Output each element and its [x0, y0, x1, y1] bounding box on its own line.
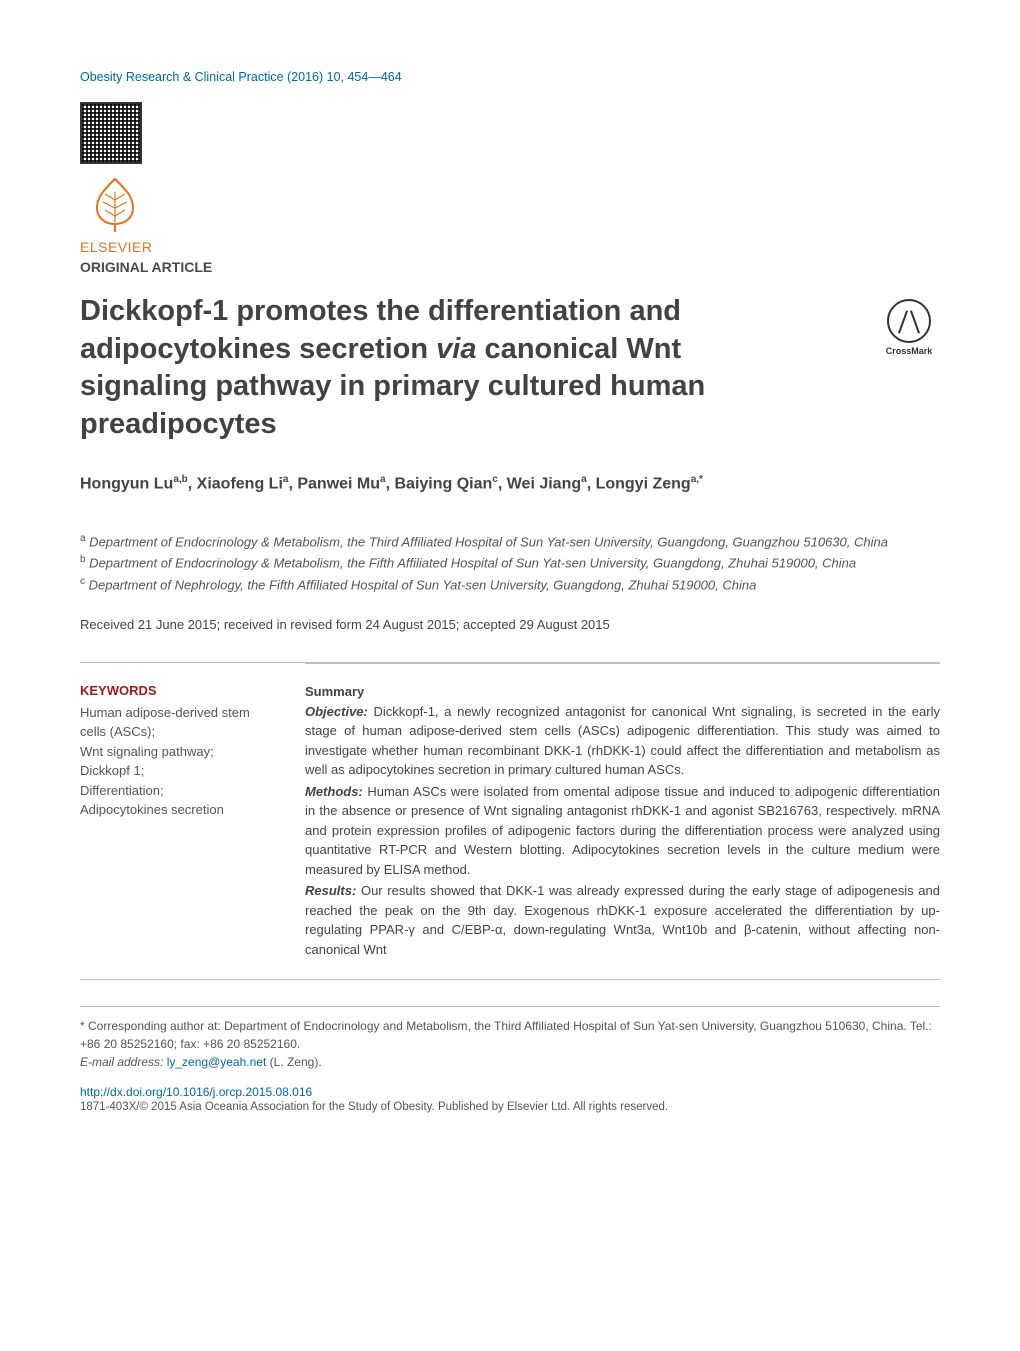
summary-methods: Methods: Human ASCs were isolated from o… [305, 782, 940, 880]
affiliation: b Department of Endocrinology & Metaboli… [80, 552, 940, 573]
methods-text: Human ASCs were isolated from omental ad… [305, 784, 940, 877]
keyword-item: Human adipose-derived stem cells (ASCs); [80, 703, 275, 742]
article-title: Dickkopf-1 promotes the differentiation … [80, 293, 780, 444]
email-suffix: (L. Zeng). [266, 1055, 321, 1069]
crossmark-badge[interactable]: CrossMark [878, 299, 940, 356]
crossmark-label: CrossMark [886, 346, 933, 356]
footnote-separator [80, 1006, 940, 1007]
email-line: E-mail address: ly_zeng@yeah.net (L. Zen… [80, 1053, 940, 1071]
brand-row [80, 102, 940, 164]
keyword-item: Adipocytokines secretion [80, 800, 275, 820]
summary-heading: Summary [305, 682, 940, 702]
summary-column: Summary Objective: Dickkopf-1, a newly r… [305, 663, 940, 961]
title-row: Dickkopf-1 promotes the differentiation … [80, 293, 940, 444]
publisher-block: ELSEVIER [80, 174, 150, 255]
publisher-label: ELSEVIER [80, 239, 150, 255]
affiliation: c Department of Nephrology, the Fifth Af… [80, 574, 940, 595]
email-link[interactable]: ly_zeng@yeah.net [167, 1055, 267, 1069]
summary-results: Results: Our results showed that DKK-1 w… [305, 881, 940, 959]
email-label: E-mail address: [80, 1055, 167, 1069]
keywords-column: KEYWORDS Human adipose-derived stem cell… [80, 681, 275, 961]
abstract-block: KEYWORDS Human adipose-derived stem cell… [80, 662, 940, 980]
doi-link[interactable]: http://dx.doi.org/10.1016/j.orcp.2015.08… [80, 1085, 940, 1099]
objective-text: Dickkopf-1, a newly recognized antagonis… [305, 704, 940, 778]
qr-code-icon [80, 102, 142, 164]
keywords-heading: KEYWORDS [80, 681, 275, 701]
keyword-item: Differentiation; [80, 781, 275, 801]
results-label: Results: [305, 883, 356, 898]
crossmark-icon [887, 299, 931, 343]
article-history: Received 21 June 2015; received in revis… [80, 617, 940, 632]
elsevier-tree-icon [85, 174, 145, 234]
journal-citation: Obesity Research & Clinical Practice (20… [80, 70, 940, 84]
objective-label: Objective: [305, 704, 368, 719]
corresponding-author: * Corresponding author at: Department of… [80, 1017, 940, 1053]
article-type: ORIGINAL ARTICLE [80, 259, 940, 275]
keyword-item: Dickkopf 1; [80, 761, 275, 781]
methods-label: Methods: [305, 784, 363, 799]
keyword-item: Wnt signaling pathway; [80, 742, 275, 762]
footnotes: * Corresponding author at: Department of… [80, 1017, 940, 1071]
affiliation: a Department of Endocrinology & Metaboli… [80, 531, 940, 552]
copyright-line: 1871-403X/© 2015 Asia Oceania Associatio… [80, 1101, 940, 1113]
author-list: Hongyun Lua,b, Xiaofeng Lia, Panwei Mua,… [80, 472, 940, 497]
results-text: Our results showed that DKK-1 was alread… [305, 883, 940, 957]
title-italic: via [436, 333, 476, 365]
affiliations: a Department of Endocrinology & Metaboli… [80, 531, 940, 595]
summary-objective: Objective: Dickkopf-1, a newly recognize… [305, 702, 940, 780]
